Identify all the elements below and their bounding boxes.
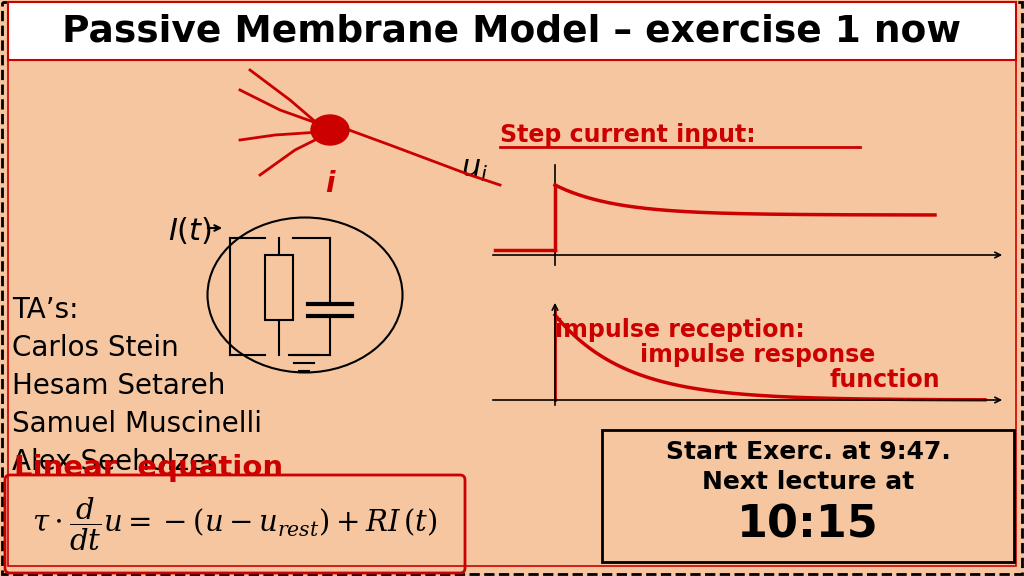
Text: Hesam Setareh: Hesam Setareh <box>12 372 225 400</box>
Ellipse shape <box>311 115 349 145</box>
Text: Samuel Muscinelli: Samuel Muscinelli <box>12 410 262 438</box>
Text: function: function <box>830 368 941 392</box>
Bar <box>8 60 1016 566</box>
Text: $I(t)$: $I(t)$ <box>168 214 212 245</box>
Text: impulse reception:: impulse reception: <box>555 318 805 342</box>
Text: impulse response: impulse response <box>640 343 876 367</box>
Text: 10:15: 10:15 <box>737 503 879 547</box>
Text: Alex Seeholzer: Alex Seeholzer <box>12 448 218 476</box>
Text: $\tau \cdot \dfrac{d}{dt} u = -(u - u_{rest}) + RI\,(t)$: $\tau \cdot \dfrac{d}{dt} u = -(u - u_{r… <box>33 495 437 552</box>
Text: Step current input:: Step current input: <box>500 123 756 147</box>
Text: i: i <box>326 170 335 198</box>
Text: Linear  equation: Linear equation <box>14 454 283 482</box>
Text: Carlos Stein: Carlos Stein <box>12 334 179 362</box>
Bar <box>8 2 1016 60</box>
Bar <box>265 255 293 320</box>
Text: Next lecture at: Next lecture at <box>701 470 914 494</box>
Text: $u_i$: $u_i$ <box>462 156 488 184</box>
Text: Passive Membrane Model – exercise 1 now: Passive Membrane Model – exercise 1 now <box>62 13 962 49</box>
Text: Start Exerc. at 9:47.: Start Exerc. at 9:47. <box>666 440 950 464</box>
Text: TA’s:: TA’s: <box>12 296 79 324</box>
FancyBboxPatch shape <box>602 430 1014 562</box>
